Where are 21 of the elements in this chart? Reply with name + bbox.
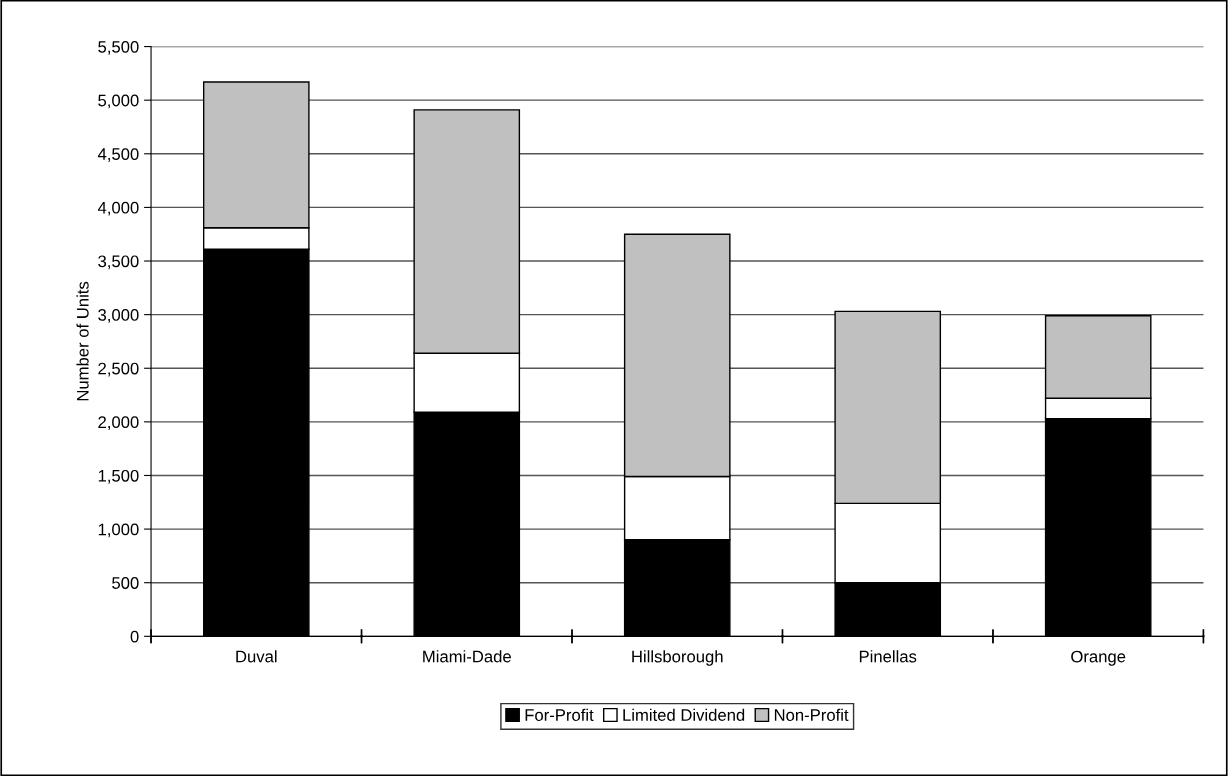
- x-tick-label: Orange: [1071, 650, 1126, 666]
- y-tick-label: 5,000: [98, 94, 139, 109]
- x-tick-label: Hillsborough: [632, 650, 723, 666]
- x-tick-label: Pinellas: [859, 650, 917, 663]
- y-tick-label: 3,000: [98, 309, 139, 323]
- y-tick-label: 1,500: [98, 469, 139, 484]
- y-tick-label: 2,000: [98, 416, 139, 431]
- x-tick-label: Duval: [236, 650, 277, 663]
- y-tick-label: 4,500: [97, 148, 139, 162]
- y-tick-label: 500: [112, 577, 139, 589]
- x-tick-label: Miami-Dade: [423, 650, 511, 663]
- y-tick-label: 1,000: [98, 523, 139, 538]
- y-tick-label: 2,500: [98, 362, 139, 377]
- y-axis-title: Number of Units: [76, 281, 89, 401]
- legend-label: Non-Profit: [774, 708, 849, 721]
- y-tick-label: 3,500: [98, 255, 139, 270]
- legend-label: Limited Dividend: [623, 708, 745, 721]
- legend-label: For-Profit: [525, 708, 594, 721]
- y-tick-label: 5,500: [98, 40, 139, 55]
- y-tick-label: 4,000: [97, 201, 139, 216]
- y-tick-label: 0: [130, 630, 139, 643]
